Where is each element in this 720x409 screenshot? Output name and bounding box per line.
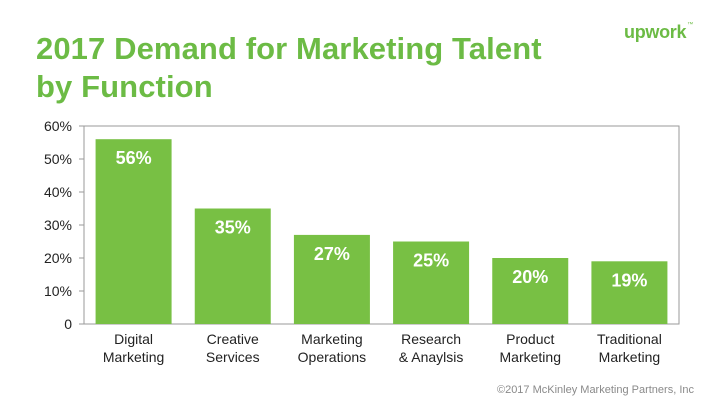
copyright-footer: ©2017 McKinley Marketing Partners, Inc — [496, 384, 694, 396]
bar — [492, 258, 569, 324]
y-tick-label: 0 — [64, 316, 72, 332]
bar — [591, 261, 668, 324]
x-category-label: Marketing — [103, 349, 164, 365]
bar — [95, 139, 172, 324]
x-category-label: Services — [206, 349, 260, 365]
bar-value-label: 25% — [413, 251, 449, 271]
x-category-label: Marketing — [500, 349, 561, 365]
x-category-label: Traditional — [597, 331, 662, 347]
bar — [194, 208, 271, 324]
x-category-label: Research — [401, 331, 461, 347]
bar-value-label: 35% — [215, 218, 251, 238]
x-category-label: Digital — [114, 331, 153, 347]
bar — [293, 234, 370, 324]
y-tick-label: 20% — [44, 250, 72, 266]
x-category-label: Marketing — [599, 349, 660, 365]
bar-value-label: 19% — [611, 270, 647, 290]
bar-value-label: 56% — [116, 148, 152, 168]
chart-title-line-1: 2017 Demand for Marketing Talent — [36, 31, 542, 66]
trademark-mark: ™ — [687, 22, 693, 28]
upwork-logo-text: upwork — [624, 22, 687, 42]
x-category-label: Marketing — [301, 331, 362, 347]
bar-value-label: 20% — [512, 267, 548, 287]
y-tick-label: 30% — [44, 217, 72, 233]
plot-frame — [83, 125, 680, 325]
x-category-label: Creative — [207, 331, 259, 347]
y-tick-label: 10% — [44, 283, 72, 299]
bar-value-label: 27% — [314, 244, 350, 264]
x-category-label: & Anaylsis — [399, 349, 464, 365]
y-tick-label: 60% — [44, 118, 72, 134]
x-category-label: Operations — [298, 349, 366, 365]
upwork-logo: upwork™ — [624, 22, 693, 44]
y-tick-label: 40% — [44, 184, 72, 200]
y-tick-label: 50% — [44, 151, 72, 167]
chart-title-line-2: by Function — [36, 69, 213, 104]
bar — [393, 241, 470, 324]
x-category-label: Product — [506, 331, 554, 347]
chart-title: 2017 Demand for Marketing Talent by Func… — [36, 30, 596, 106]
